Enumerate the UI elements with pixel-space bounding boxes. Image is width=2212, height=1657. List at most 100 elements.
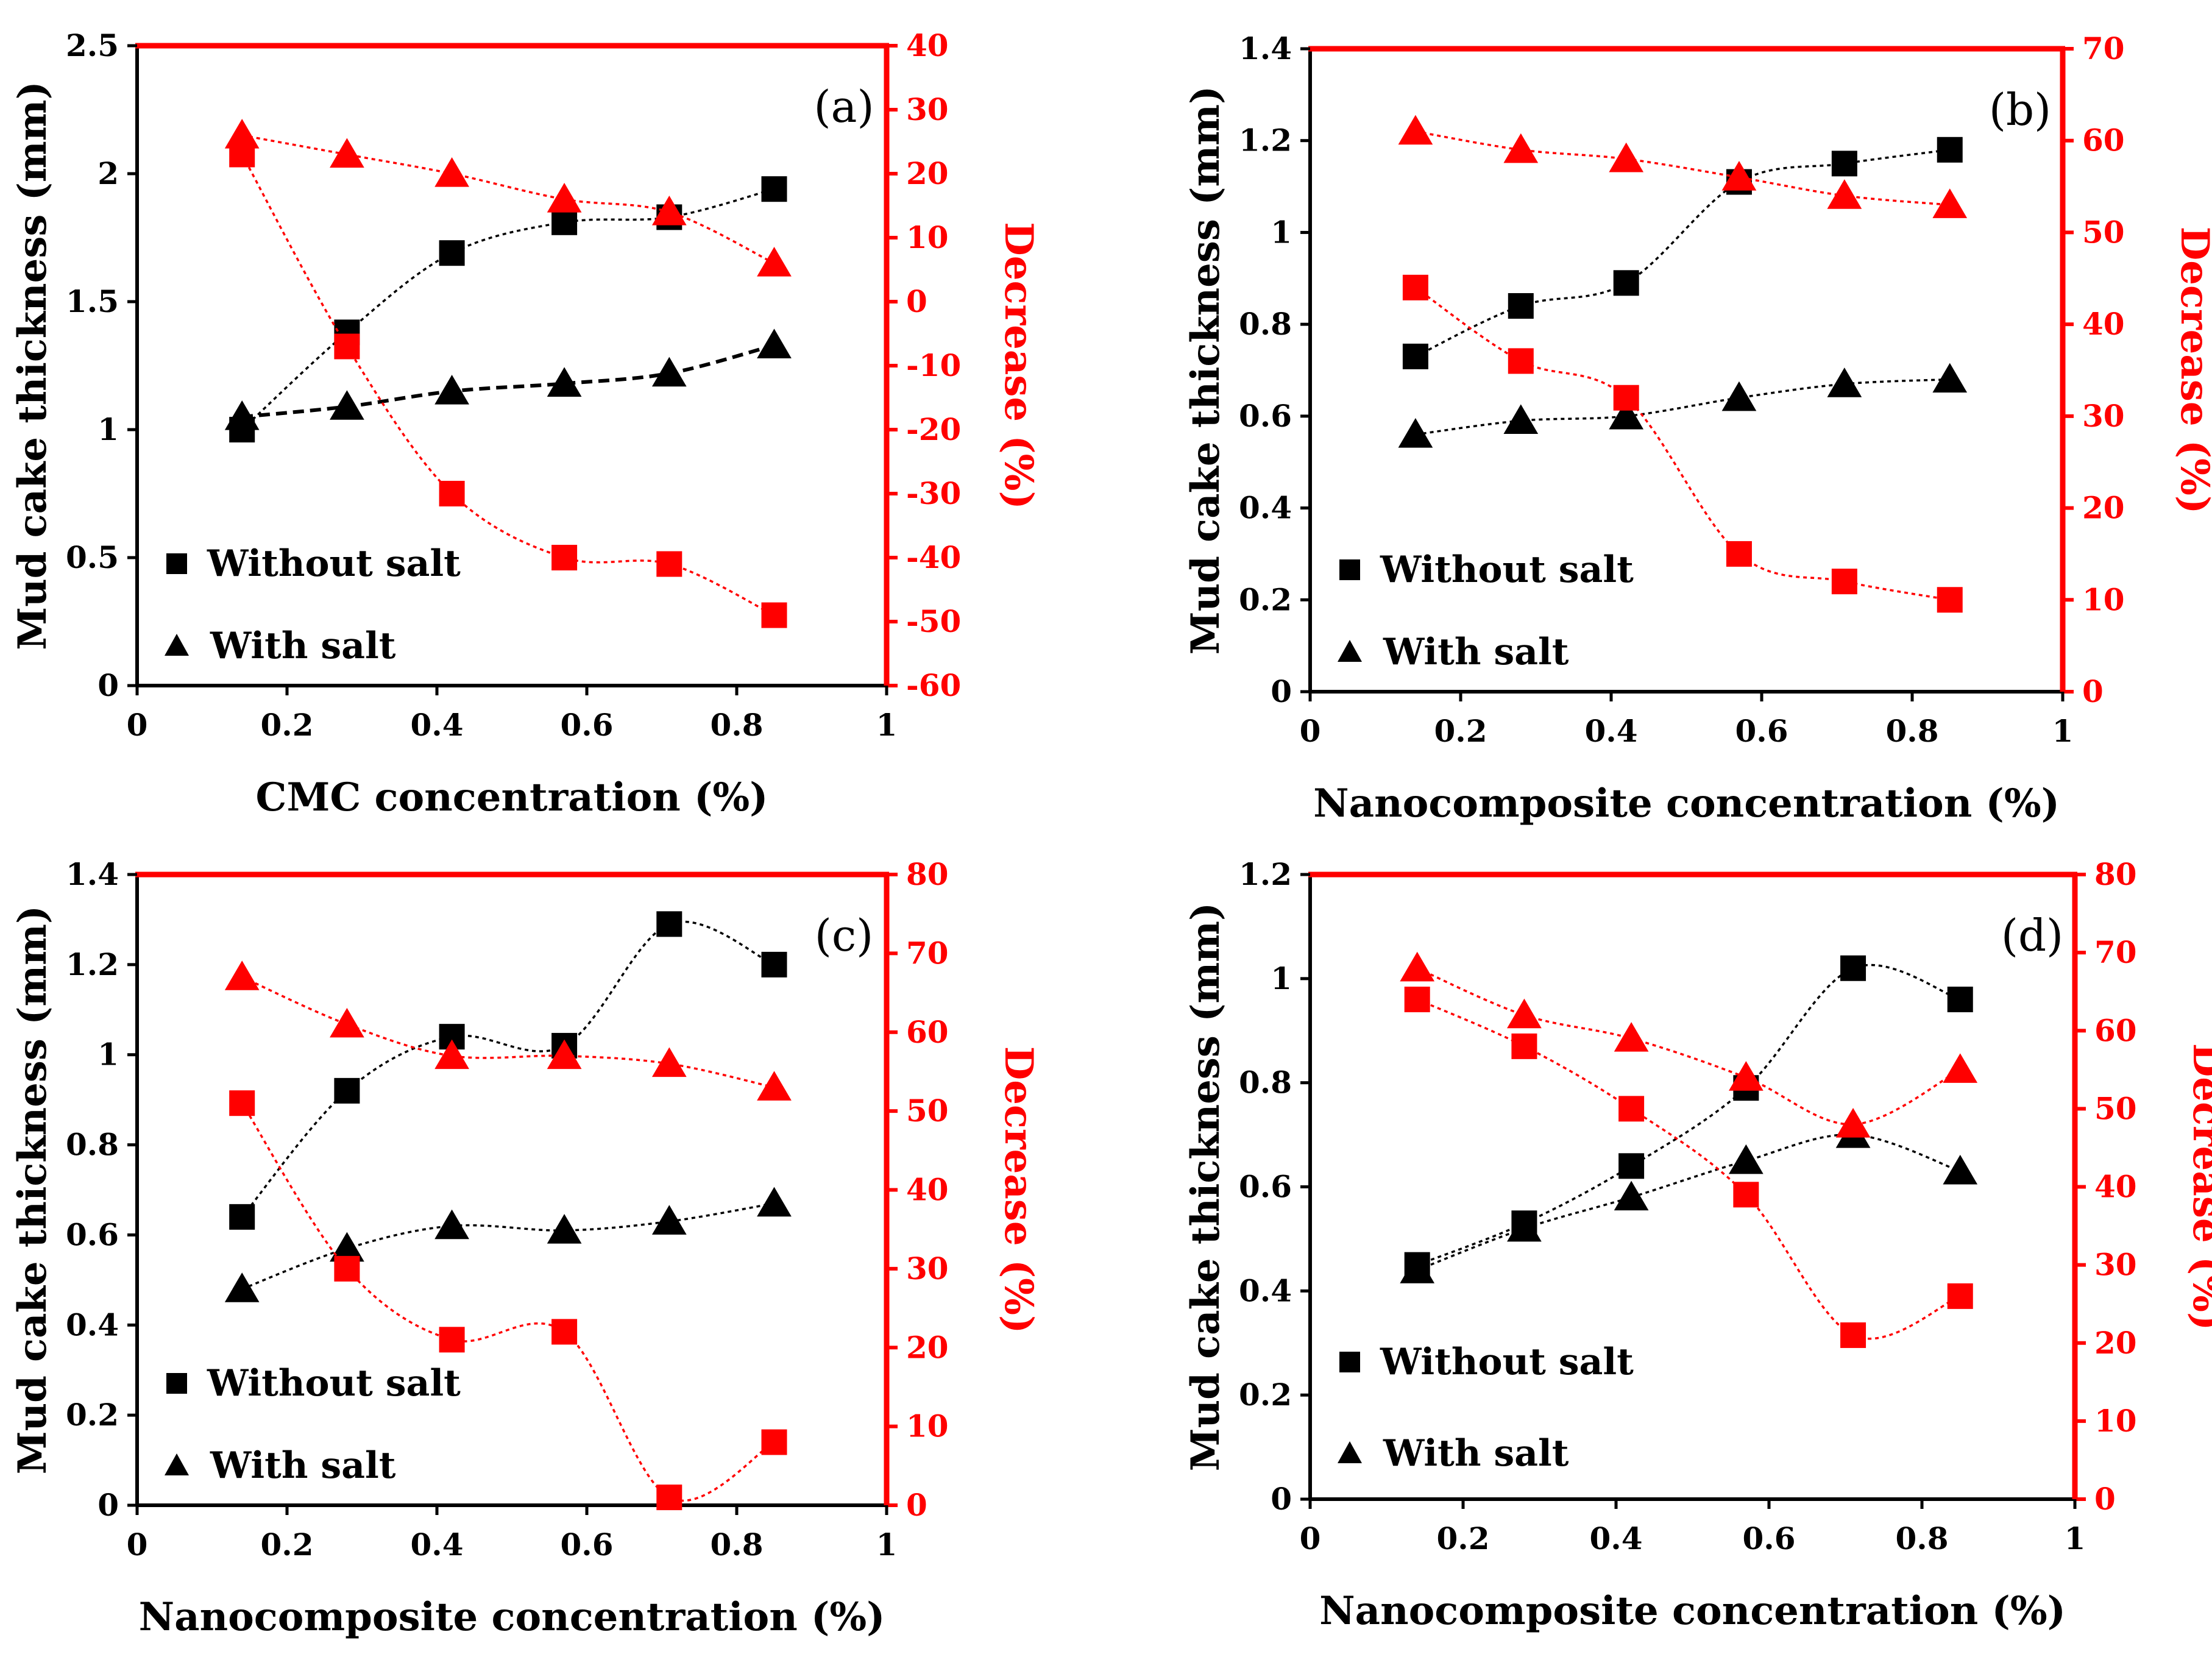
- legend-label-with-salt: With salt: [1383, 1432, 1569, 1475]
- y-tick-label: 0.5: [66, 539, 119, 575]
- data-point-square-black: [656, 911, 682, 937]
- x-tick-label: 0.4: [411, 1527, 464, 1563]
- y-tick-label: 1.5: [66, 283, 119, 319]
- data-point-square-red: [1511, 1033, 1537, 1059]
- y2-axis-label: Decrease (%): [996, 1046, 1041, 1334]
- x-tick-label: 0.8: [711, 1527, 764, 1563]
- y-tick-label: 1.2: [1239, 122, 1292, 158]
- data-point-triangle-black: [1614, 1180, 1649, 1211]
- chart-panel-d: 0 0.2 0.4 0.6 0.8 1 1.2 0 10 20 30 40 50 60 70 80 0 0.2 0.…: [1183, 856, 2212, 1634]
- data-point-square-black: [439, 240, 465, 266]
- data-point-triangle-red: [1729, 1061, 1764, 1091]
- x-tick-label: 0.8: [711, 707, 764, 743]
- data-point-square-black: [761, 951, 787, 978]
- data-point-triangle-black: [1721, 381, 1757, 411]
- data-point-square-red: [1726, 541, 1752, 567]
- trend-line-black-square: [1415, 149, 1950, 358]
- y2-tick-label: -10: [906, 347, 961, 383]
- y-tick-label: 1: [1271, 960, 1292, 996]
- data-point-triangle-black: [434, 375, 469, 405]
- panel-label: (c): [815, 910, 874, 961]
- data-point-square-red: [439, 481, 465, 506]
- panel-label: (a): [814, 81, 874, 132]
- y2-tick-label: 40: [906, 27, 949, 63]
- y2-tick-label: 20: [2082, 490, 2125, 526]
- x-tick-label: 1: [2065, 1520, 2086, 1556]
- y-tick-label: 0: [97, 667, 119, 703]
- y2-tick-label: 50: [2082, 214, 2125, 250]
- data-point-triangle-red: [547, 183, 582, 213]
- y2-tick-label: -50: [906, 603, 961, 639]
- chart-panel-c: 0 0.2 0.4 0.6 0.8 1 1.2 1.4 0 10 20 30 40 50 60 70 80 0 0.…: [10, 856, 1041, 1640]
- data-point-square-black: [1402, 343, 1428, 369]
- data-point-square-black: [551, 209, 578, 235]
- x-tick-label: 0.4: [1585, 713, 1638, 749]
- x-tick-label: 0.4: [1590, 1520, 1643, 1556]
- legend-label-without-salt: Without salt: [1380, 1341, 1634, 1383]
- data-point-triangle-red: [1827, 179, 1862, 209]
- y-tick-label: 0: [97, 1487, 119, 1523]
- data-point-square-black: [1831, 151, 1857, 177]
- y-tick-label: 0.8: [66, 1127, 119, 1163]
- y2-tick-label: 10: [2082, 581, 2125, 617]
- y2-tick-label: 70: [2094, 934, 2137, 970]
- data-point-triangle-black: [1503, 404, 1539, 434]
- y-axis-label: Mud cake thickness (mm): [1183, 903, 1228, 1472]
- y2-tick-label: 60: [906, 1014, 949, 1050]
- trend-line-red-triangle: [1415, 130, 1950, 206]
- x-axis-label: CMC concentration (%): [256, 775, 768, 820]
- data-point-triangle-red: [1503, 133, 1539, 163]
- data-point-square-red: [761, 602, 787, 628]
- data-point-square-red: [1404, 987, 1430, 1012]
- y-tick-label: 0: [1271, 673, 1292, 709]
- y-tick-label: 0.2: [1239, 1377, 1292, 1413]
- y2-tick-label: 70: [2082, 30, 2125, 66]
- data-point-square-black: [1613, 270, 1639, 296]
- trend-line-black-square: [241, 188, 775, 431]
- legend-label-without-salt: Without salt: [1380, 548, 1634, 591]
- y-tick-label: 0.2: [1239, 581, 1292, 617]
- data-point-triangle-red: [1398, 115, 1433, 145]
- y2-tick-label: -40: [906, 539, 961, 575]
- legend-label-without-salt: Without salt: [207, 1362, 461, 1405]
- y2-tick-label: 10: [2094, 1403, 2137, 1439]
- x-tick-label: 0.2: [1434, 713, 1487, 749]
- x-tick-label: 0.6: [561, 707, 614, 743]
- y2-tick-label: 40: [906, 1172, 949, 1208]
- data-point-triangle-black: [330, 390, 364, 420]
- data-point-triangle-red: [330, 1007, 364, 1038]
- data-point-triangle-black: [1609, 399, 1644, 430]
- y-tick-label: 0.4: [66, 1307, 119, 1343]
- data-point-square-red: [334, 1255, 360, 1282]
- y-tick-label: 0: [1271, 1481, 1292, 1517]
- data-point-triangle-red: [1721, 161, 1757, 191]
- y2-tick-label: 50: [906, 1093, 949, 1129]
- data-point-square-red: [656, 551, 682, 577]
- data-point-triangle-red: [1932, 188, 1968, 218]
- y-tick-label: 1.2: [66, 946, 119, 982]
- x-tick-label: 0.2: [261, 1527, 314, 1563]
- y2-tick-label: 30: [2082, 398, 2125, 434]
- data-point-triangle-red: [330, 138, 364, 168]
- y-tick-label: 0.6: [66, 1216, 119, 1252]
- data-point-triangle-black: [757, 1187, 792, 1217]
- data-point-square-red: [229, 1090, 255, 1116]
- data-point-square-black: [1508, 293, 1534, 319]
- data-point-square-red: [761, 1429, 787, 1455]
- data-point-triangle-red: [1835, 1108, 1871, 1138]
- y-tick-label: 2: [97, 155, 119, 191]
- x-tick-label: 0: [127, 707, 148, 743]
- data-point-triangle-black: [757, 328, 792, 358]
- x-tick-label: 1: [876, 707, 898, 743]
- data-point-square-black: [761, 176, 787, 202]
- legend-square-icon: [166, 1373, 187, 1394]
- x-tick-label: 0: [1300, 1520, 1321, 1556]
- data-point-triangle-black: [651, 1205, 687, 1235]
- y2-tick-label: 80: [2094, 856, 2137, 892]
- data-point-triangle-red: [224, 119, 260, 149]
- x-tick-label: 0.6: [1735, 713, 1788, 749]
- data-point-triangle-red: [1507, 998, 1542, 1029]
- x-axis-label: Nanocomposite concentration (%): [1313, 781, 2060, 826]
- y2-tick-label: 50: [2094, 1090, 2137, 1126]
